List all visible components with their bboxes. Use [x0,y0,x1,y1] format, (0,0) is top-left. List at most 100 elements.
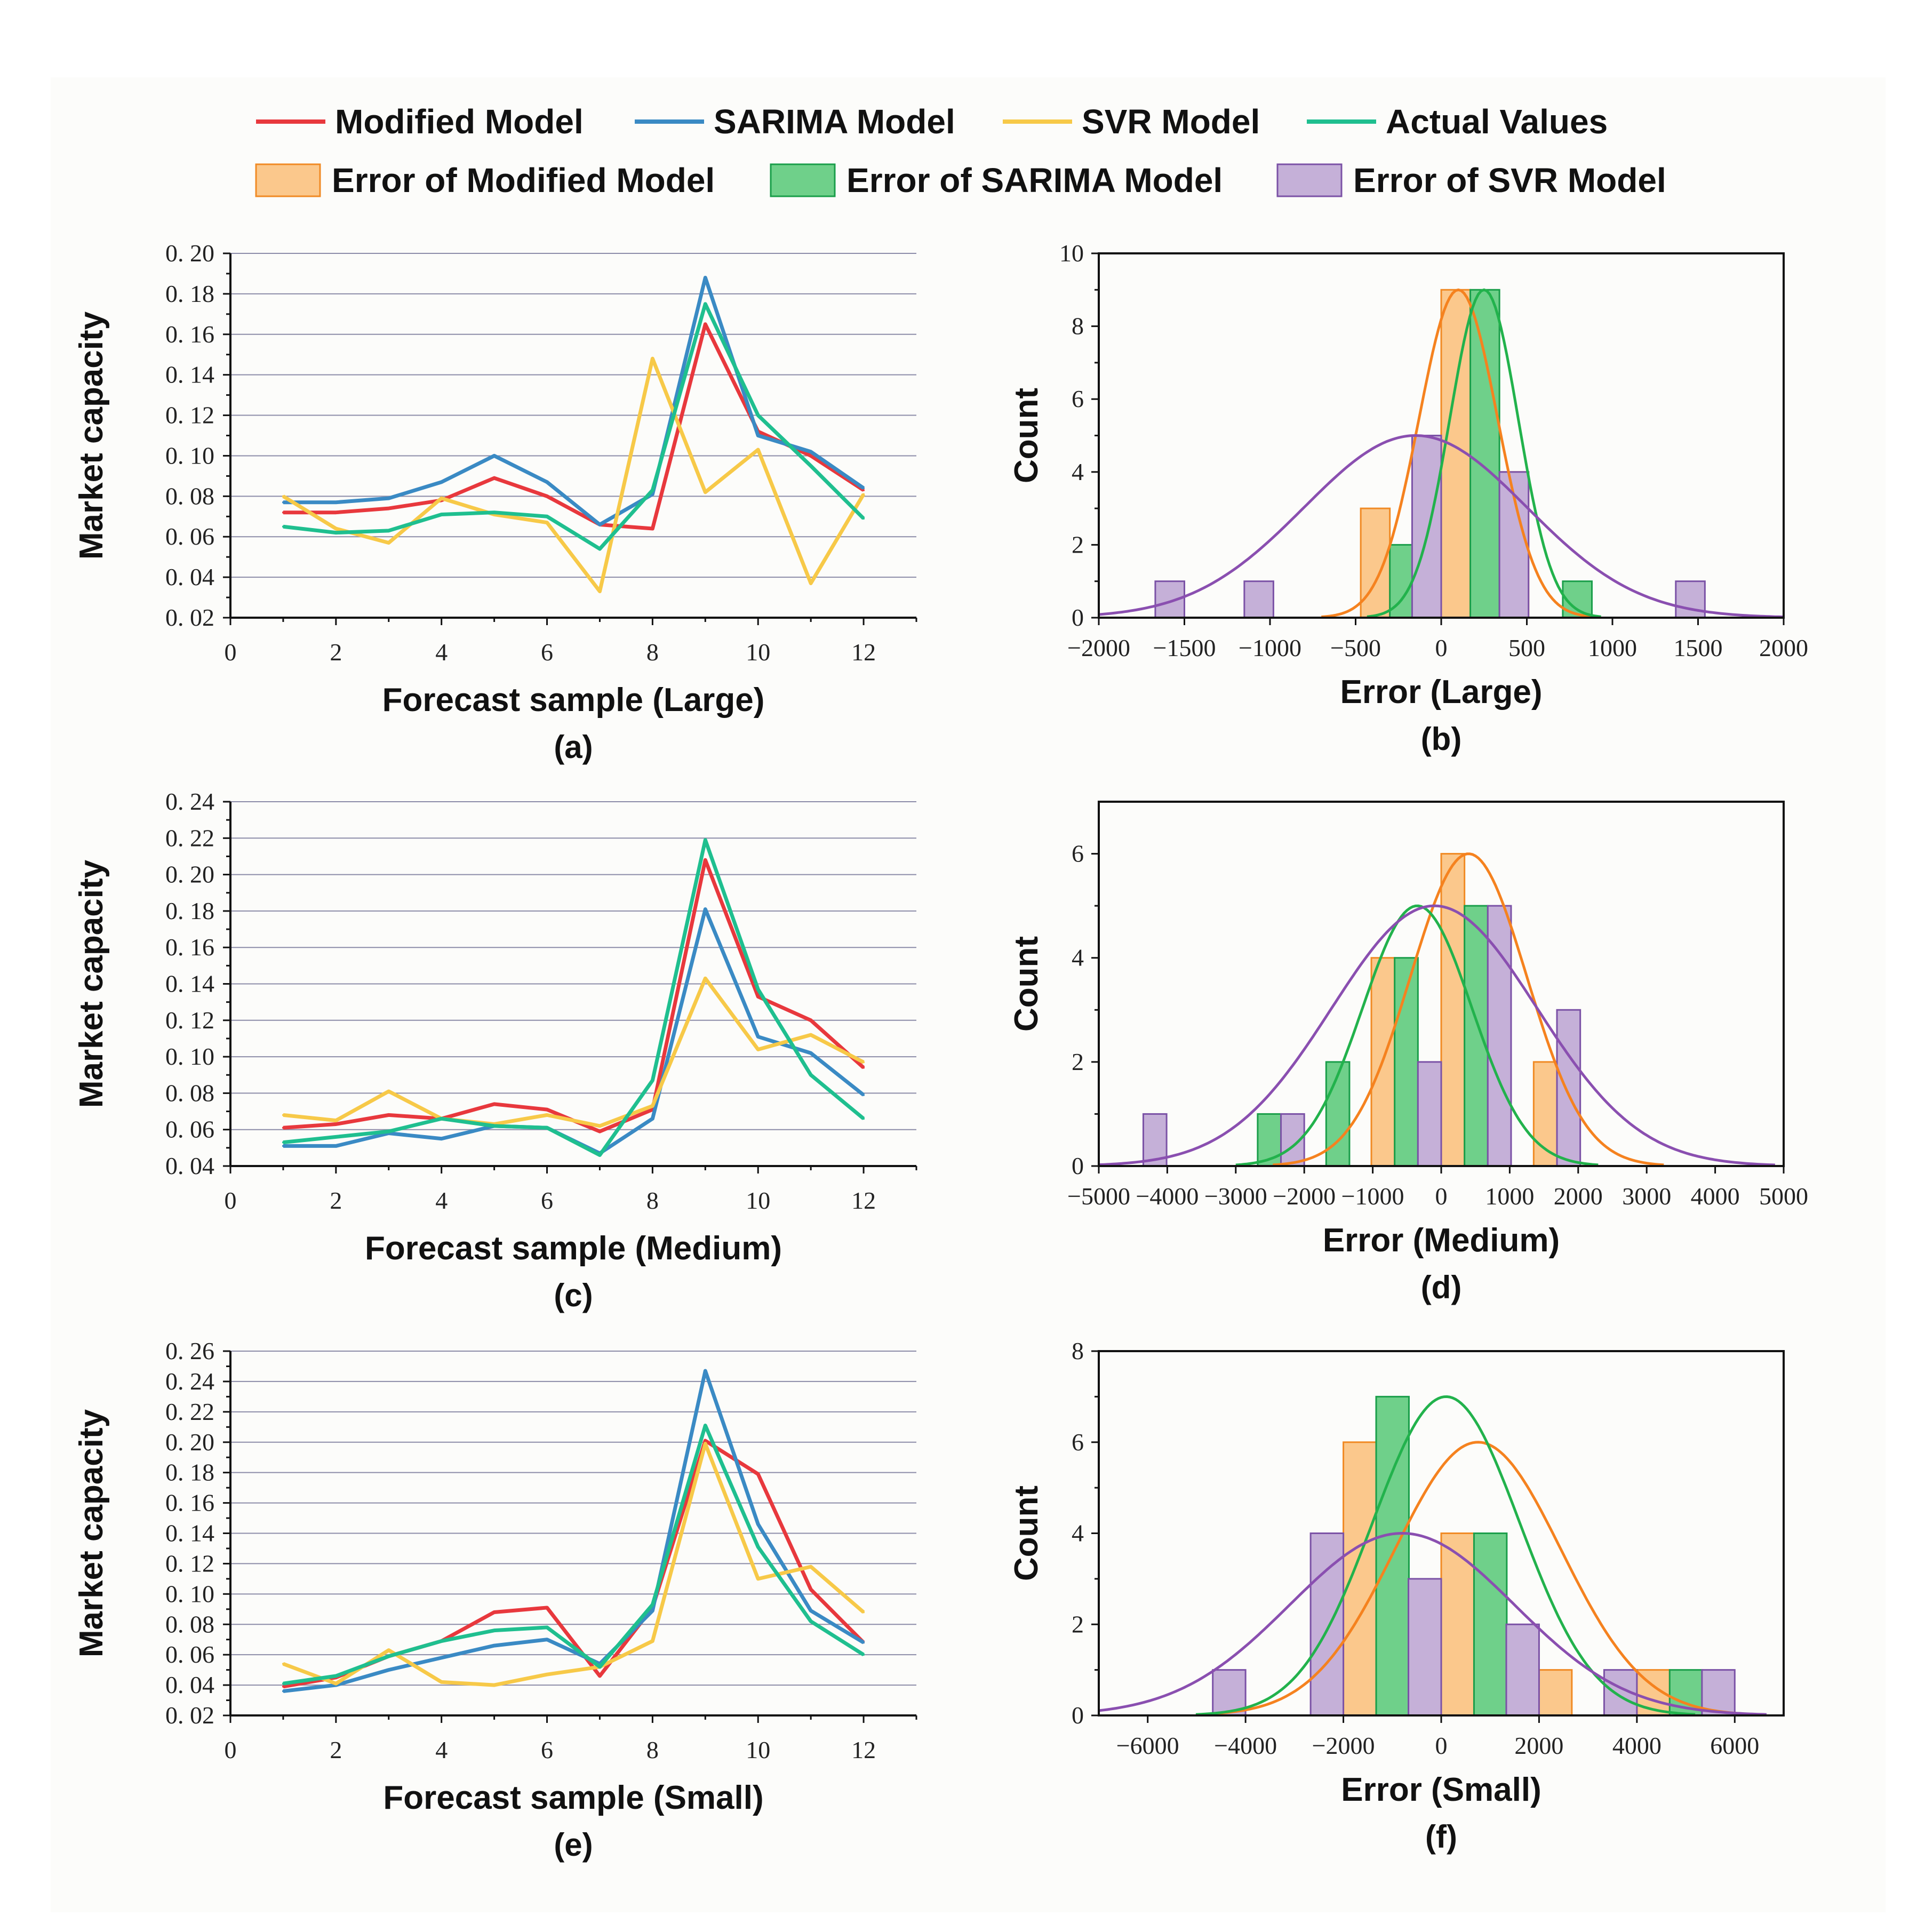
x-tick-label: 12 [851,1736,876,1763]
legend: Modified Model SARIMA Model SVR Model Actua… [255,102,1666,199]
fit-curve-error-of-modified-model [1199,1441,1758,1716]
y-tick-label: 0. 08 [165,1079,214,1106]
data-point [493,1103,496,1105]
data-point [862,1654,865,1656]
data-point [282,495,284,498]
data-point [282,1690,284,1693]
chart-panels: 0. 02 0. 04 0. 06 0. 08 0. 10 0. 12 0. 14 0. 16… [73,239,1808,1863]
data-point [440,481,443,483]
series-line-modified-model [283,858,865,1133]
data-point [651,1603,654,1606]
data-point [546,515,548,518]
y-axis-title: Count [1008,936,1045,1032]
x-tick-label: 3000 [1622,1183,1671,1210]
data-point [704,1424,707,1427]
data-point [704,1369,707,1372]
x-tick-label: 12 [851,638,876,666]
data-point [546,1114,548,1116]
data-point [598,547,601,550]
y-tick-label: 0. 16 [165,321,214,348]
x-axis-title: Forecast sample (Medium) [365,1230,782,1267]
y-tick-label: 8 [1072,1337,1084,1364]
x-tick-label: 2 [330,1736,342,1763]
histogram-bar [1464,905,1489,1167]
figure-background [51,77,1886,1912]
data-point [598,1675,601,1678]
legend-item-error-of-svr-model: Error of SVR Model [1276,161,1666,199]
data-point [440,1656,443,1659]
y-tick-label: 0. 16 [165,1489,214,1516]
y-tick-label: 0. 20 [165,1428,214,1456]
data-point [704,859,707,861]
histogram-bar [1469,289,1500,619]
fit-curve-error-of-svr-model [1098,904,1775,1167]
series-line-actual-values [283,1423,865,1686]
data-point [598,590,601,593]
data-point [704,908,707,911]
series-line-actual-values [283,302,865,551]
y-tick-label: 0. 06 [165,1116,214,1143]
x-tick-label: 8 [646,638,659,666]
histogram-bar [1408,1578,1442,1717]
data-point [757,1523,760,1526]
chart-panel-c: 0. 04 0. 06 0. 08 0. 10 0. 12 0. 14 0. 16 0. 18… [73,788,917,1313]
y-tick-label: 2 [1072,1610,1084,1638]
y-tick-label: 0. 02 [165,1702,214,1729]
y-tick-label: 0. 12 [165,1550,214,1577]
y-tick-label: 0. 04 [165,1671,214,1698]
x-tick-label: 0 [1435,634,1448,661]
y-tick-label: 0. 14 [165,361,214,388]
chart-panel-f: 0 2 4 6 8 −6000 −4000 −2000 0 2000 4000 6000 Error (… [1008,1337,1785,1855]
data-point [334,1119,337,1122]
data-point [862,517,865,520]
data-point [810,1609,812,1612]
x-tick-label: 4 [435,1736,448,1763]
y-tick-label: 0. 22 [165,824,214,851]
x-tick-label: −2000 [1312,1732,1375,1759]
data-point [282,1114,284,1116]
data-point [757,1577,760,1580]
x-tick-label: 2000 [1514,1732,1563,1759]
histogram-bar [1473,1532,1508,1717]
y-tick-label: 0. 10 [165,442,214,469]
histogram-bar [1360,507,1391,619]
data-point [598,1665,601,1668]
data-point [810,465,812,467]
y-tick-label: 0. 18 [165,897,214,924]
legend-label: Actual Values [1386,102,1608,141]
x-tick-label: 0 [225,1736,237,1763]
x-tick-label: 6000 [1710,1732,1759,1759]
data-point [387,1668,390,1671]
y-tick-label: 4 [1072,944,1084,971]
y-tick-label: 0. 02 [165,604,214,631]
data-point [440,1640,443,1642]
data-point [704,491,707,493]
legend-label: SARIMA Model [714,102,955,141]
histogram-bar [1538,1669,1573,1717]
data-point [387,497,390,500]
data-point [757,1473,760,1475]
data-point [862,487,865,490]
data-point [546,481,548,483]
panel-label: (b) [1421,721,1462,757]
x-tick-label: 0 [1435,1732,1448,1759]
legend-label: Modified Model [335,102,584,141]
y-tick-label: 0. 04 [165,563,214,590]
data-point [282,1141,284,1144]
x-tick-label: −3000 [1204,1183,1267,1210]
data-point [546,495,548,498]
y-tick-label: 0. 06 [165,1641,214,1668]
series-line-sarima-model [283,276,865,526]
data-point [651,357,654,360]
chart-panel-e: 0. 02 0. 04 0. 06 0. 08 0. 10 0. 12 0. 14 0. 16… [73,1337,917,1863]
data-point [387,541,390,544]
x-tick-label: −4000 [1214,1732,1277,1759]
data-point [704,302,707,305]
data-point [282,1663,284,1665]
data-point [810,1052,812,1055]
data-point [440,497,443,500]
y-tick-label: 0. 10 [165,1043,214,1070]
x-tick-label: 0 [225,1187,237,1214]
y-tick-label: 6 [1072,1428,1084,1456]
y-tick-label: 0 [1072,604,1084,631]
